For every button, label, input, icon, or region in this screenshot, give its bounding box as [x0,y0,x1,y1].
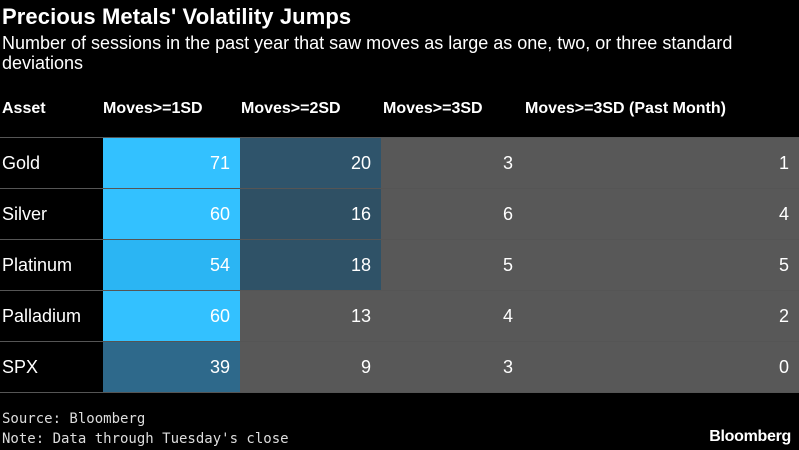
column-header-moves-2sd: Moves>=2SD [241,100,341,117]
data-cell: 4 [381,291,523,341]
data-cell: 6 [381,189,523,239]
chart-title: Precious Metals' Volatility Jumps [2,4,352,29]
column-header-moves-3sd-past-month: Moves>=3SD (Past Month) [525,100,726,117]
data-cell: 20 [240,138,381,188]
source-text: Source: Bloomberg [2,411,146,427]
row-divider [0,290,799,291]
data-cell: 0 [523,342,799,392]
table-row-gold: Gold 71 20 3 1 [0,138,799,188]
column-header-moves-1sd: Moves>=1SD [103,100,203,117]
asset-label: Gold [2,153,41,173]
data-cell: 18 [240,240,381,290]
asset-label: SPX [2,357,39,377]
data-cell: 5 [523,240,799,290]
row-divider [0,239,799,240]
data-cell: 3 [381,138,523,188]
data-cell: 54 [103,240,240,290]
column-header-asset: Asset [2,100,46,117]
data-cell: 60 [103,291,240,341]
data-cell: 60 [103,189,240,239]
table-row-spx: SPX 39 9 3 0 [0,342,799,392]
table-row-silver: Silver 60 16 6 4 [0,189,799,239]
data-cell: 71 [103,138,240,188]
row-divider [0,392,799,393]
column-header-moves-3sd: Moves>=3SD [383,100,483,117]
data-cell: 3 [381,342,523,392]
asset-label: Silver [2,204,48,224]
data-cell: 13 [240,291,381,341]
data-cell: 4 [523,189,799,239]
bloomberg-logo: Bloomberg [709,428,791,445]
data-cell: 1 [523,138,799,188]
table-row-palladium: Palladium 60 13 4 2 [0,291,799,341]
row-divider [0,188,799,189]
row-divider [0,341,799,342]
asset-label: Platinum [2,255,73,275]
data-cell: 5 [381,240,523,290]
note-text: Note: Data through Tuesday's close [2,431,289,447]
data-cell: 16 [240,189,381,239]
data-table: Gold 71 20 3 1 Silver 60 16 6 4 Platinum… [0,137,799,393]
data-cell: 2 [523,291,799,341]
asset-label: Palladium [2,306,82,326]
row-divider [0,137,799,138]
source-note: Source: Bloomberg Note: Data through Tue… [2,409,289,449]
chart-subtitle: Number of sessions in the past year that… [2,33,733,73]
table-row-platinum: Platinum 54 18 5 5 [0,240,799,290]
data-cell: 39 [103,342,240,392]
data-cell: 9 [240,342,381,392]
